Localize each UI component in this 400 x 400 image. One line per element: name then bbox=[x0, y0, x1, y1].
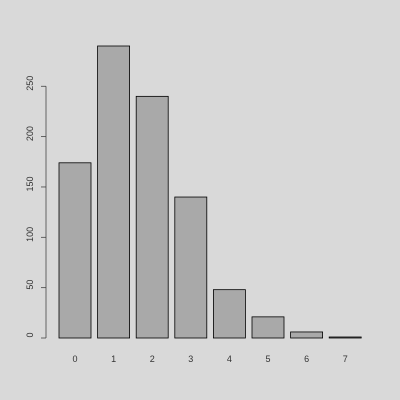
bars bbox=[58, 45, 362, 339]
bar-4 bbox=[212, 289, 246, 339]
x-tick-label: 2 bbox=[150, 354, 155, 364]
bar-2 bbox=[135, 95, 169, 339]
x-tick-label: 4 bbox=[227, 354, 232, 364]
y-axis: 0 50 100 150 200 250 bbox=[25, 76, 47, 339]
x-tick-label: 7 bbox=[343, 354, 348, 364]
bar-1 bbox=[97, 45, 130, 339]
x-tick-label: 0 bbox=[72, 354, 77, 364]
y-tick-label: 250 bbox=[25, 76, 35, 91]
bar-6 bbox=[290, 331, 324, 339]
x-tick-label: 5 bbox=[265, 354, 270, 364]
bar-3 bbox=[174, 196, 208, 339]
y-tick-label: 50 bbox=[25, 280, 35, 290]
x-tick-label: 1 bbox=[111, 354, 116, 364]
y-tick-label: 0 bbox=[25, 332, 35, 337]
x-tick-label: 3 bbox=[188, 354, 193, 364]
x-axis-labels: 0 1 2 3 4 5 6 7 bbox=[72, 354, 347, 364]
bar-5 bbox=[251, 316, 285, 339]
bar-0 bbox=[58, 162, 92, 339]
x-tick-label: 6 bbox=[304, 354, 309, 364]
y-tick-label: 100 bbox=[25, 227, 35, 242]
y-tick-label: 200 bbox=[25, 126, 35, 141]
bar-7 bbox=[328, 336, 362, 339]
y-tick-label: 150 bbox=[25, 176, 35, 191]
